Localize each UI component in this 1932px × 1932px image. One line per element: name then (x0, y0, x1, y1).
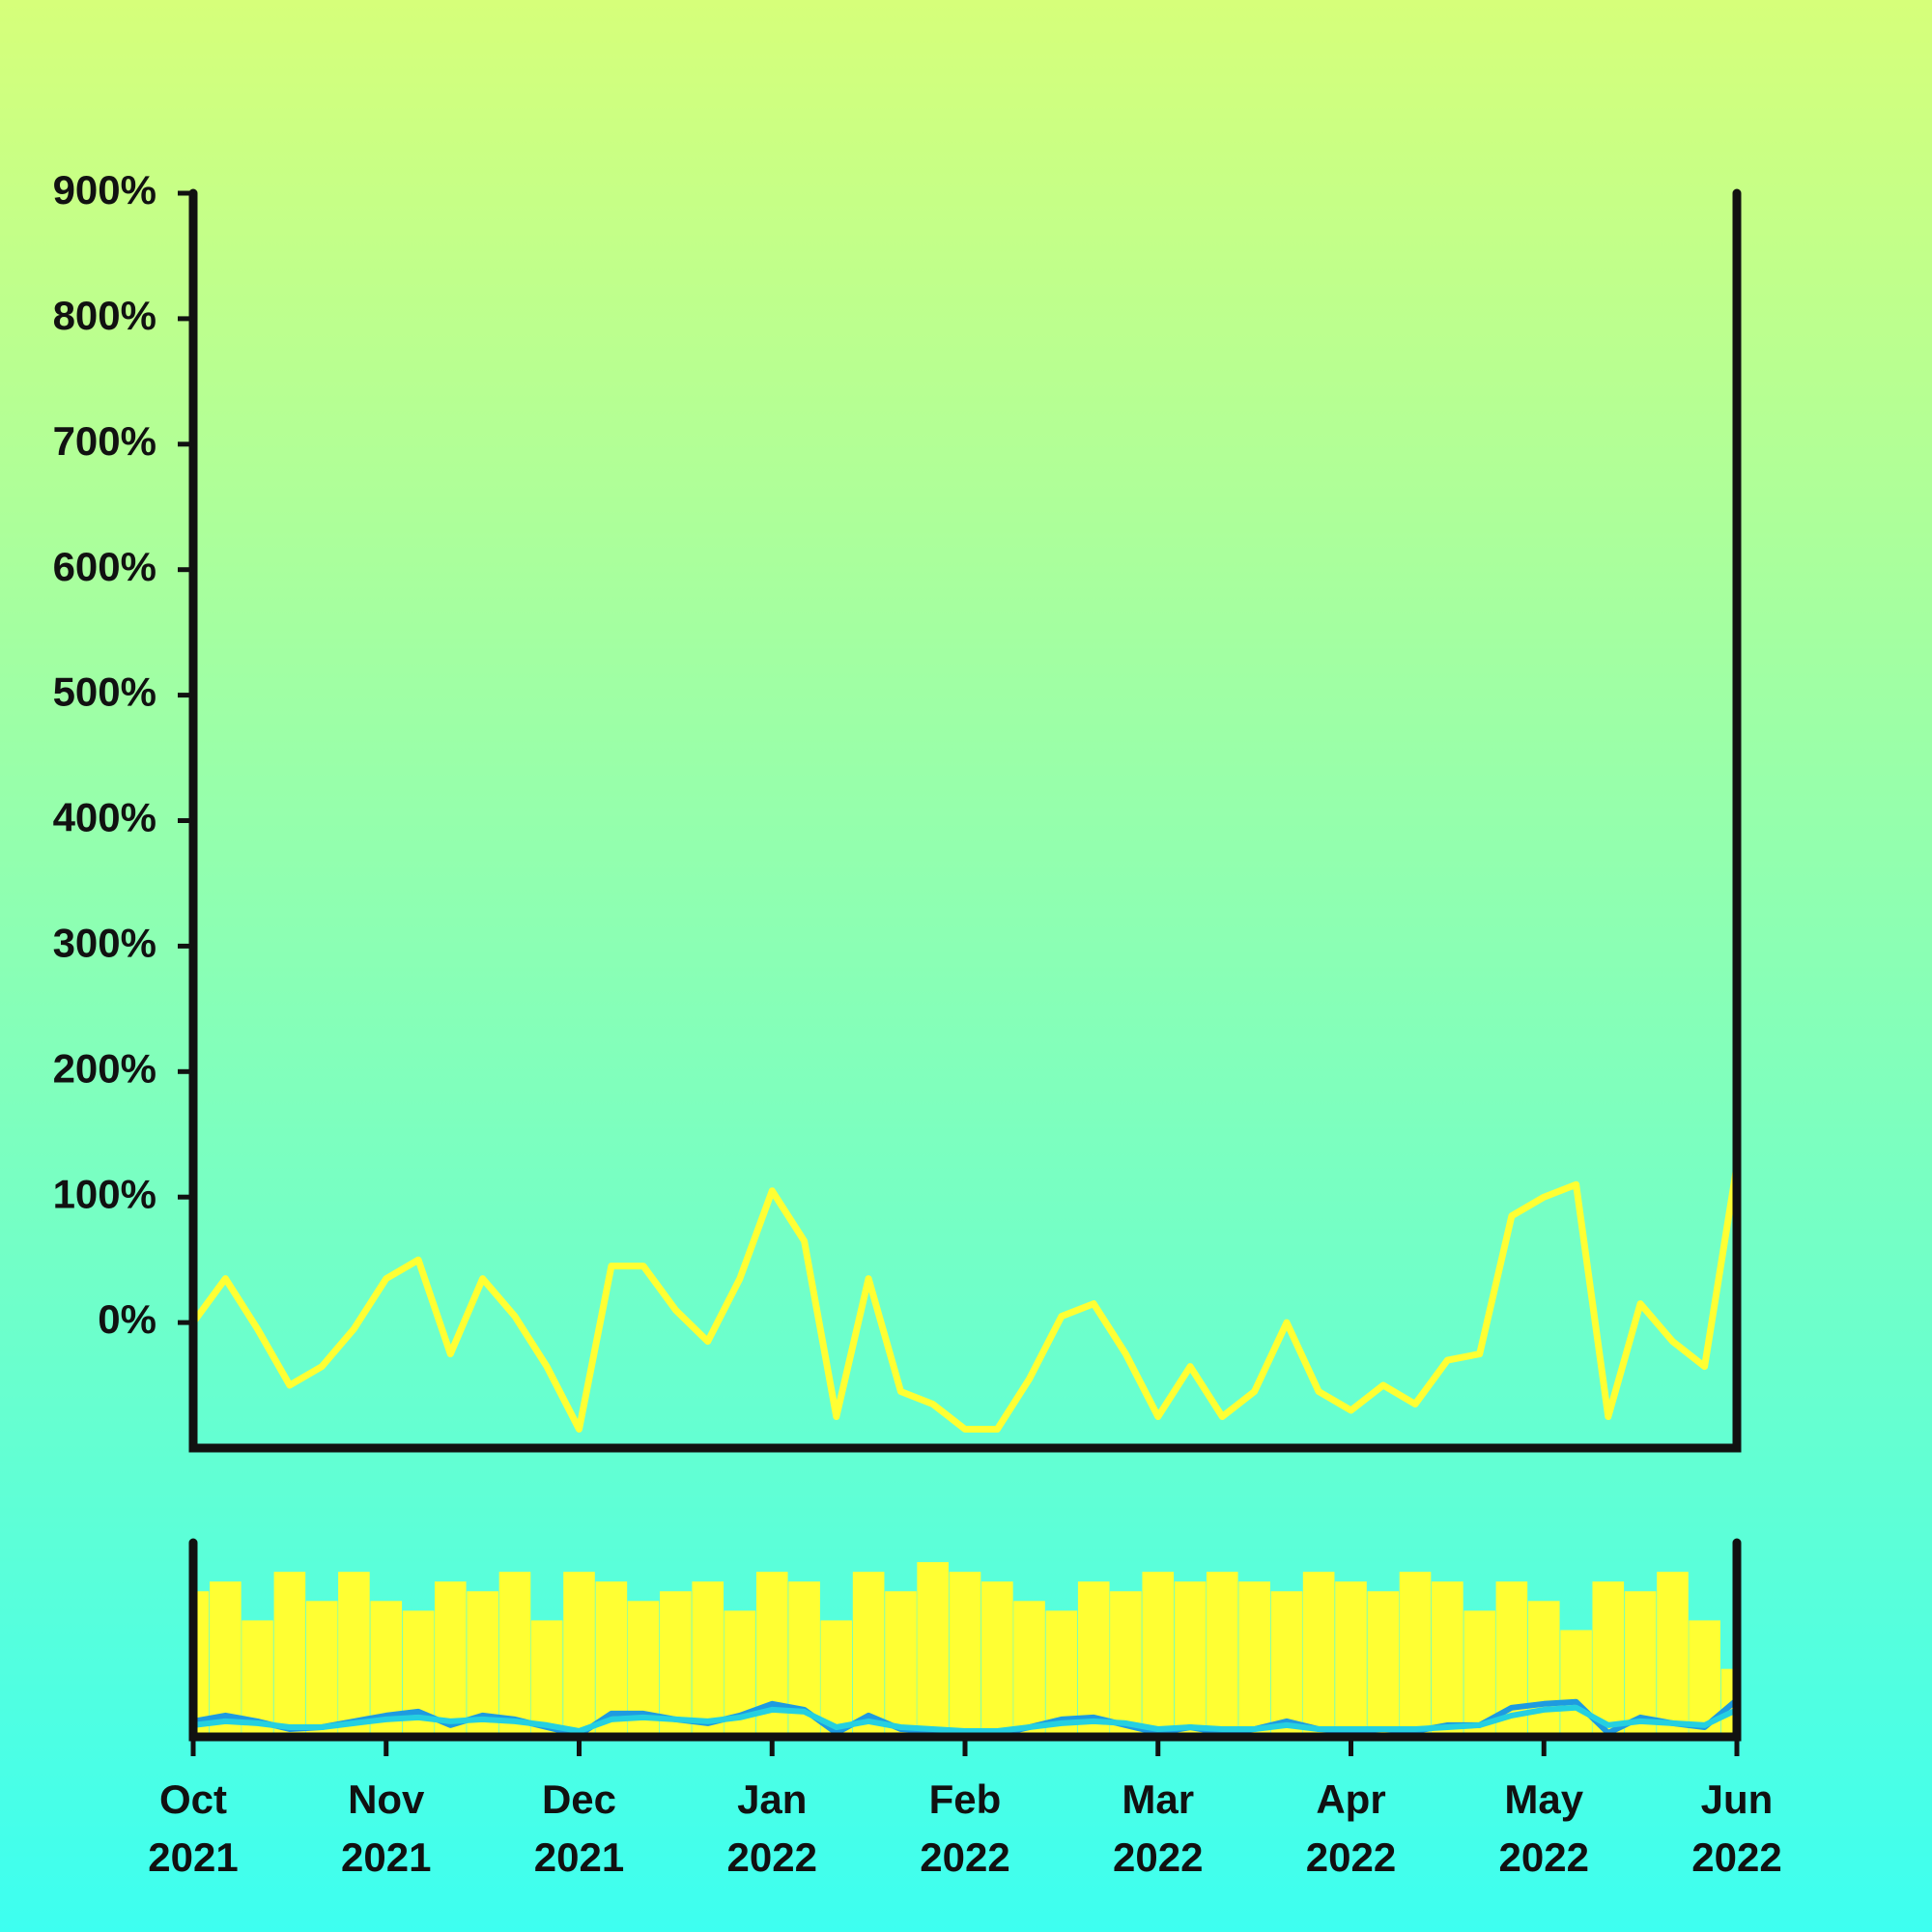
y-tick-label: 0% (98, 1296, 156, 1342)
bar (1335, 1581, 1367, 1737)
bar (1432, 1581, 1463, 1737)
axis-frame (188, 1538, 1742, 1742)
bar (467, 1591, 498, 1737)
y-tick-label: 200% (53, 1045, 156, 1091)
y-tick-label: 400% (53, 795, 156, 840)
bar (1142, 1572, 1175, 1737)
bar (1302, 1572, 1335, 1737)
bar (981, 1581, 1013, 1737)
x-tick-label-line: Jan (737, 1776, 807, 1822)
y-tick-label: 500% (53, 669, 156, 715)
x-tick-label-line: 2022 (727, 1834, 817, 1880)
data-line (193, 1165, 1737, 1433)
bar (1399, 1572, 1432, 1737)
y-tick-label: 600% (53, 544, 156, 589)
x-tick-label-line: 2022 (1113, 1834, 1203, 1880)
x-tick-label-line: 2022 (1691, 1834, 1781, 1880)
x-tick-label: Mar 2022 (1113, 1776, 1203, 1880)
x-tick-label: Jun 2022 (1691, 1776, 1781, 1880)
x-tick-label-line: 2022 (1306, 1834, 1396, 1880)
x-tick-label-line: Apr (1316, 1776, 1385, 1822)
main-plot (193, 1165, 1737, 1433)
x-tick-label: Dec 2021 (534, 1776, 624, 1880)
bar (1013, 1601, 1045, 1737)
x-tick-label-line: Oct (159, 1776, 227, 1822)
bar (917, 1562, 949, 1737)
y-tick-label: 700% (53, 418, 156, 464)
bar (338, 1572, 370, 1737)
bar (949, 1572, 981, 1737)
x-tick-label-line: Feb (929, 1776, 1002, 1822)
x-tick-label-line: Mar (1122, 1776, 1194, 1822)
bar (210, 1581, 242, 1737)
x-tick-label-line: Jun (1701, 1776, 1774, 1822)
axis-frame (188, 188, 1742, 1453)
bar (660, 1591, 692, 1737)
bar (305, 1601, 338, 1737)
x-tick-label-line: Nov (348, 1776, 425, 1822)
x-tick-label: Feb 2022 (920, 1776, 1009, 1880)
overview-line (193, 1704, 1737, 1734)
x-tick-label-line: 2021 (534, 1834, 624, 1880)
bar (1463, 1610, 1496, 1737)
x-tick-label-line: 2021 (341, 1834, 431, 1880)
bar (1077, 1581, 1110, 1737)
bar (530, 1620, 563, 1737)
axes: 0% 100% 200% 300% 400% 500% 600% 700% 800% 900% Oc… (53, 167, 1782, 1880)
x-tick-label-line: May (1504, 1776, 1583, 1822)
bar (1527, 1601, 1560, 1737)
y-tick-label: 100% (53, 1171, 156, 1216)
x-tick-label-line: 2021 (148, 1834, 238, 1880)
x-tick-label-line: Dec (542, 1776, 616, 1822)
x-tick-label: Jan 2022 (727, 1776, 817, 1880)
x-tick-label-line: 2022 (1499, 1834, 1589, 1880)
overview-plot (193, 1562, 1737, 1737)
bar (1270, 1591, 1303, 1737)
bar (1206, 1572, 1238, 1737)
x-tick-label: Oct 2021 (148, 1776, 238, 1880)
x-tick-label-line: 2022 (920, 1834, 1009, 1880)
y-tick-label: 900% (53, 167, 156, 213)
bar (1624, 1591, 1657, 1737)
x-tick-label: Nov 2021 (341, 1776, 431, 1880)
bar (1110, 1591, 1142, 1737)
x-tick-label: May 2022 (1499, 1776, 1589, 1880)
bar (563, 1572, 595, 1737)
x-tick-label: Apr 2022 (1306, 1776, 1396, 1880)
bar (498, 1572, 531, 1737)
bar (434, 1581, 467, 1737)
bar (1657, 1572, 1689, 1737)
bar (692, 1581, 724, 1737)
bar (1174, 1581, 1207, 1737)
bar (820, 1620, 853, 1737)
bar (1367, 1591, 1400, 1737)
bar (852, 1572, 885, 1737)
bar (885, 1591, 917, 1737)
bar (1592, 1581, 1625, 1737)
y-tick-label: 300% (53, 920, 156, 965)
bar (1560, 1630, 1592, 1737)
bar (273, 1572, 306, 1737)
y-tick-label: 800% (53, 293, 156, 338)
bar (1238, 1581, 1270, 1737)
bar (1045, 1610, 1078, 1737)
